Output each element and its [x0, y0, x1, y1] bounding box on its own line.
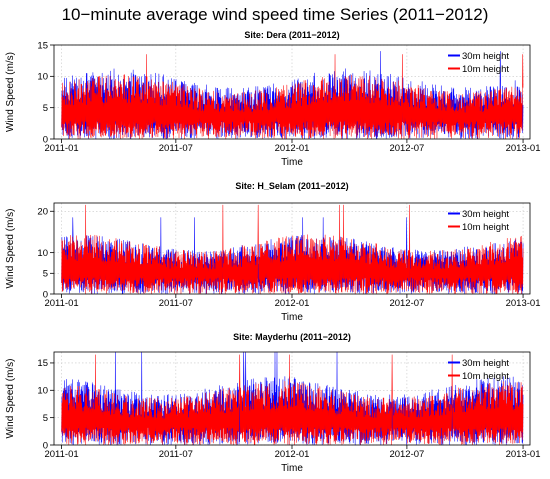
chart-panel-1: Site: Dera (2011−2012) 0 5 10 15 2011-01 2011-… [5, 30, 540, 168]
x-tick-label: 2012-01 [275, 449, 310, 460]
x-tick-label: 2011-07 [159, 298, 193, 309]
legend-label: 30m height [462, 209, 509, 220]
series-line-10m-height [61, 354, 524, 446]
x-tick-label: 2012-01 [275, 143, 310, 154]
x-tick-label: 2011-07 [159, 143, 193, 154]
y-tick-label: 20 [37, 207, 48, 218]
y-tick-label: 5 [43, 103, 48, 114]
x-axis-label: Time [281, 463, 303, 474]
legend-label: 30m height [462, 51, 509, 62]
series-line-10m-height [61, 54, 524, 140]
y-tick-label: 10 [37, 72, 48, 83]
x-tick-label: 2013-01 [506, 298, 541, 309]
x-tick-label: 2012-07 [389, 449, 424, 460]
x-tick-label: 2011-01 [44, 298, 78, 309]
legend-label: 10m height [462, 371, 509, 382]
legend-label: 10m height [462, 64, 509, 75]
y-tick-label: 10 [37, 386, 48, 397]
x-tick-label: 2013-01 [506, 449, 541, 460]
y-tick-label: 5 [43, 269, 48, 280]
series-line-10m-height [61, 204, 524, 295]
panel-title: Site: Mayderhu (2011−2012) [233, 332, 351, 342]
x-axis-label: Time [281, 312, 303, 323]
x-tick-label: 2011-01 [44, 143, 78, 154]
y-tick-label: 15 [37, 358, 48, 369]
chart-panel-2: Site: H_Selam (2011−2012) 0 5 10 20 2011-01 20… [5, 181, 540, 323]
x-tick-label: 2011-01 [44, 449, 78, 460]
x-axis-label: Time [281, 157, 303, 168]
x-tick-label: 2013-01 [506, 143, 541, 154]
y-tick-label: 5 [43, 413, 48, 424]
y-tick-label: 0 [43, 440, 48, 451]
panel-title: Site: Dera (2011−2012) [244, 30, 339, 40]
chart-panel-3: Site: Mayderhu (2011−2012) 0 5 10 15 2011-01 2… [5, 332, 540, 474]
legend-label: 30m height [462, 358, 509, 369]
y-axis-label: Wind Speed (m/s) [5, 358, 16, 438]
legend-label: 10m height [462, 222, 509, 233]
x-tick-label: 2012-07 [389, 298, 424, 309]
y-axis-label: Wind Speed (m/s) [5, 52, 16, 132]
x-tick-label: 2012-01 [275, 298, 310, 309]
panel-title: Site: H_Selam (2011−2012) [235, 181, 348, 191]
figure-title: 10−minute average wind speed time Series… [62, 5, 489, 24]
y-tick-label: 15 [37, 40, 48, 51]
y-axis-label: Wind Speed (m/s) [5, 208, 16, 288]
x-tick-label: 2012-07 [389, 143, 424, 154]
panels-group: Site: Dera (2011−2012) 0 5 10 15 2011-01 2011-… [5, 30, 540, 474]
y-tick-label: 0 [43, 134, 48, 145]
y-tick-label: 10 [37, 248, 48, 259]
x-tick-label: 2011-07 [159, 449, 193, 460]
y-tick-label: 0 [43, 289, 48, 300]
